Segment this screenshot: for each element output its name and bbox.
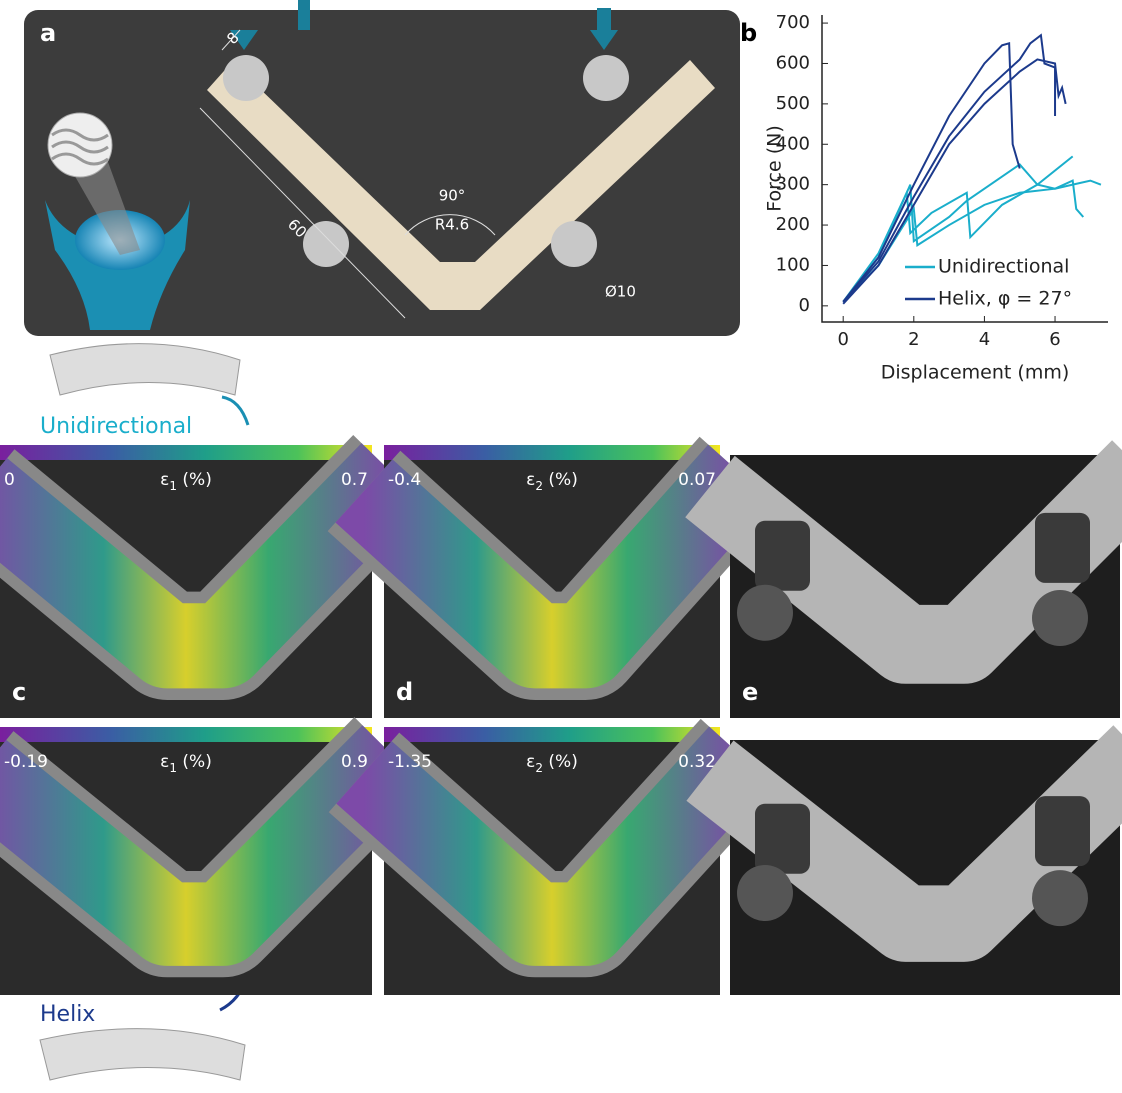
support <box>1032 590 1088 646</box>
roller <box>755 521 810 591</box>
y-tick-label: 100 <box>776 254 810 275</box>
unit: (%) <box>543 470 578 490</box>
force-curve <box>843 156 1073 301</box>
arrow <box>222 397 248 425</box>
subscript: 1 <box>169 761 177 775</box>
load-arrow <box>597 8 611 32</box>
y-tick-label: 0 <box>799 295 810 316</box>
dimension: 90° <box>439 187 466 205</box>
legend-label: Unidirectional <box>938 256 1069 278</box>
dimension: Ø10 <box>605 283 636 301</box>
panel-label: c <box>12 678 26 706</box>
roller <box>223 55 269 101</box>
y-tick-label: 600 <box>776 52 810 73</box>
strain-label: ε2 (%) <box>526 752 578 775</box>
legend-label: Helix, φ = 27° <box>938 288 1072 310</box>
colorbar <box>0 727 372 742</box>
colorbar-max: 0.9 <box>341 752 368 772</box>
colorbar-min: -0.4 <box>388 470 421 490</box>
support <box>551 221 597 267</box>
symbol: ε <box>526 752 535 772</box>
subscript: 1 <box>169 479 177 493</box>
colorbar-min: -0.19 <box>4 752 48 772</box>
support <box>737 865 793 921</box>
x-axis-label: Displacement (mm) <box>881 362 1070 384</box>
strain-label: ε1 (%) <box>160 470 212 493</box>
colorbar <box>384 445 720 460</box>
symbol: ε <box>160 470 169 490</box>
subscript: 2 <box>535 761 543 775</box>
symbol: ε <box>526 470 535 490</box>
panel-label: b <box>740 19 757 47</box>
strain-label: ε1 (%) <box>160 752 212 775</box>
symbol: ε <box>160 752 169 772</box>
sheet-illustration <box>40 1029 245 1080</box>
colorbar-min: -1.35 <box>388 752 432 772</box>
colorbar <box>0 445 372 460</box>
unit: (%) <box>177 752 212 772</box>
colorbar-max: 0.32 <box>678 752 716 772</box>
force-curve <box>843 181 1083 302</box>
roller <box>755 804 810 874</box>
x-tick-label: 0 <box>837 329 848 350</box>
roller <box>583 55 629 101</box>
colorbar-max: 0.7 <box>341 470 368 490</box>
x-tick-label: 4 <box>979 329 990 350</box>
unit: (%) <box>177 470 212 490</box>
panel-label: e <box>742 678 758 706</box>
roller <box>1035 513 1090 583</box>
y-tick-label: 200 <box>776 214 810 235</box>
support <box>1032 870 1088 926</box>
figure: a 8 60 90° R4.6 Ø10 b 010020030040050060… <box>0 0 1122 1089</box>
support <box>737 585 793 641</box>
panel-label: d <box>396 678 413 706</box>
x-tick-label: 2 <box>908 329 919 350</box>
x-tick-label: 6 <box>1049 329 1060 350</box>
sheet-illustration <box>50 344 240 395</box>
y-tick-label: 700 <box>776 12 810 33</box>
colorbar-min: 0 <box>4 470 15 490</box>
panel-label: a <box>40 19 56 47</box>
roller <box>1035 796 1090 866</box>
layout-label: Helix <box>40 1002 95 1027</box>
y-tick-label: 500 <box>776 93 810 114</box>
strain-label: ε2 (%) <box>526 470 578 493</box>
dimension: R4.6 <box>435 216 469 234</box>
unit: (%) <box>543 752 578 772</box>
colorbar <box>384 727 720 742</box>
subscript: 2 <box>535 479 543 493</box>
layout-label: Unidirectional <box>40 414 192 439</box>
y-axis-label: Force (N) <box>764 125 786 211</box>
